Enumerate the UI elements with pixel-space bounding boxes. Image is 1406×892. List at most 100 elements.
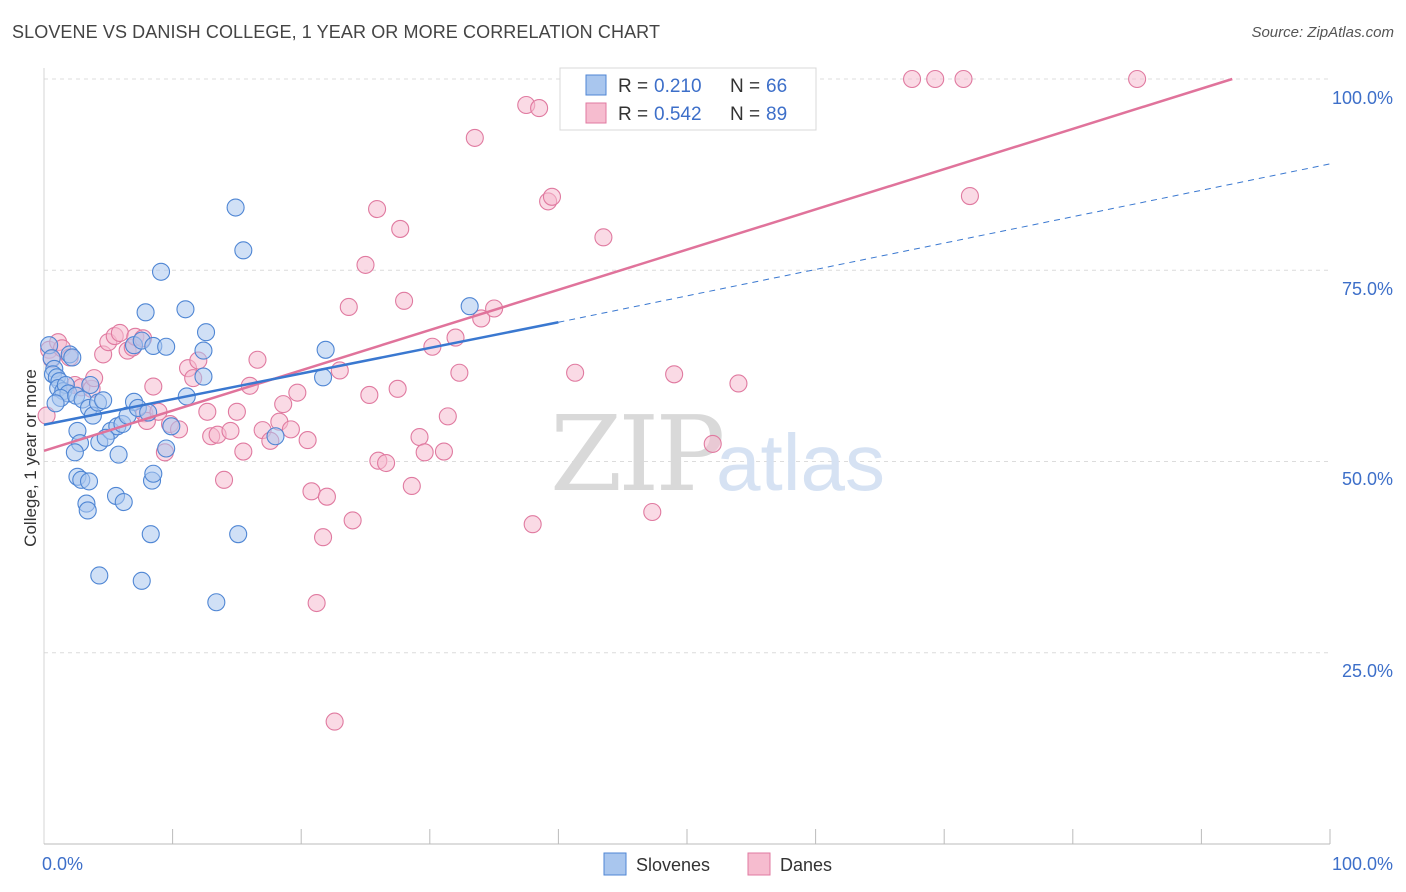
danes-point-59 [402, 476, 421, 496]
slovenes-point-48 [207, 593, 226, 612]
legend-n-value-2: 89 [766, 104, 787, 125]
danes-point-80 [703, 434, 722, 453]
y-tick-label-100: 100.0% [1332, 88, 1393, 108]
danes-point-86 [960, 186, 979, 206]
legend-n-value-1: 66 [766, 76, 787, 97]
legend-r-value-1: 0.210 [654, 76, 702, 97]
bottom-legend-slovenes-swatch [603, 852, 627, 876]
slovenes-trend-extension [558, 163, 1331, 323]
slovenes-point-45 [229, 525, 248, 544]
slovenes-point-55 [176, 300, 195, 319]
slovenes-point-32 [65, 443, 84, 462]
bottom-legend-danes-label: Danes [780, 855, 832, 875]
danes-point-43 [302, 482, 321, 501]
y-tick-label-50: 50.0% [1342, 469, 1393, 489]
y-tick-label-25: 25.0% [1342, 661, 1393, 681]
slovenes-point-54 [136, 303, 155, 322]
danes-point-30 [214, 470, 234, 489]
slovenes-point-31 [109, 445, 128, 464]
slovenes-point-19 [94, 391, 113, 410]
danes-point-52 [360, 385, 379, 404]
danes-point-79 [665, 365, 684, 384]
danes-point-53 [368, 200, 387, 219]
slovenes-point-13 [63, 348, 82, 367]
slovenes-trend-line [43, 321, 559, 427]
legend-n-label-2: N = [730, 104, 760, 125]
slovenes-point-41 [144, 464, 163, 483]
bottom-legend-danes-swatch [747, 852, 771, 876]
danes-point-41 [288, 383, 307, 402]
danes-point-12 [110, 323, 129, 343]
danes-point-78 [643, 502, 662, 522]
chart-title: SLOVENE VS DANISH COLLEGE, 1 YEAR OR MOR… [12, 22, 661, 42]
danes-point-27 [198, 402, 217, 421]
slovenes-point-59 [234, 241, 253, 260]
slovenes-point-56 [194, 341, 213, 360]
legend-box: R = 0.210 N = 66 R = 0.542 N = 89 [559, 67, 817, 131]
danes-point-66 [450, 363, 469, 382]
danes-point-56 [388, 379, 407, 398]
legend-r-label-2: R = [618, 104, 648, 125]
danes-points [37, 69, 1147, 731]
danes-point-75 [566, 363, 585, 382]
danes-point-84 [926, 69, 945, 89]
slovenes-point-62 [194, 367, 213, 386]
source-label: Source: ZipAtlas.com [1251, 24, 1394, 41]
danes-point-71 [523, 515, 542, 534]
danes-point-58 [395, 291, 414, 310]
danes-point-81 [729, 374, 748, 393]
danes-point-55 [377, 453, 396, 473]
watermark-zip: ZIP [550, 393, 722, 515]
danes-point-77 [594, 228, 613, 247]
danes-point-35 [248, 350, 267, 369]
danes-point-67 [465, 128, 484, 147]
danes-point-57 [391, 219, 410, 238]
bottom-legend-slovenes-label: Slovenes [636, 855, 710, 875]
danes-point-44 [307, 593, 326, 613]
danes-point-45 [314, 528, 333, 547]
danes-point-85 [954, 69, 973, 89]
slovenes-point-37 [78, 501, 97, 520]
danes-point-33 [234, 442, 253, 461]
slovenes-point-66 [460, 297, 479, 316]
danes-point-64 [438, 407, 457, 426]
danes-point-60 [410, 427, 429, 447]
slovenes-point-63 [266, 427, 285, 446]
danes-point-83 [902, 69, 922, 89]
y-tick-label-75: 75.0% [1342, 279, 1393, 299]
legend-slovenes-swatch [585, 74, 607, 96]
slovenes-point-11 [46, 394, 65, 413]
danes-point-40 [281, 420, 300, 439]
slovenes-points [40, 198, 479, 612]
danes-point-63 [434, 442, 453, 461]
y-axis-label: College, 1 year or more [21, 369, 40, 547]
slovenes-point-47 [132, 571, 151, 590]
slovenes-point-39 [114, 492, 133, 512]
slovenes-point-65 [316, 340, 335, 359]
slovenes-point-43 [162, 417, 181, 436]
slovenes-point-35 [79, 472, 99, 491]
danes-point-32 [227, 402, 246, 421]
legend-danes-swatch [585, 102, 607, 124]
danes-point-87 [1128, 69, 1147, 89]
watermark-atlas: atlas [716, 418, 885, 507]
danes-point-74 [542, 187, 562, 206]
danes-point-31 [221, 421, 240, 440]
danes-point-49 [339, 297, 358, 317]
danes-point-46 [317, 487, 336, 506]
grid-lines [44, 78, 1330, 654]
x-axis-ticks [172, 829, 1331, 844]
bottom-legend: Slovenes Danes [603, 852, 832, 876]
slovenes-point-53 [157, 337, 176, 356]
x-tick-label-min: 0.0% [42, 854, 83, 874]
slovenes-point-44 [141, 525, 160, 544]
danes-point-42 [298, 431, 317, 450]
danes-trend-line [43, 77, 1233, 452]
slovenes-point-42 [157, 439, 176, 458]
danes-point-50 [343, 511, 362, 530]
danes-point-47 [325, 712, 344, 731]
slovenes-point-49 [81, 375, 100, 395]
legend-n-label-1: N = [730, 76, 760, 97]
legend-r-label-1: R = [618, 76, 648, 97]
